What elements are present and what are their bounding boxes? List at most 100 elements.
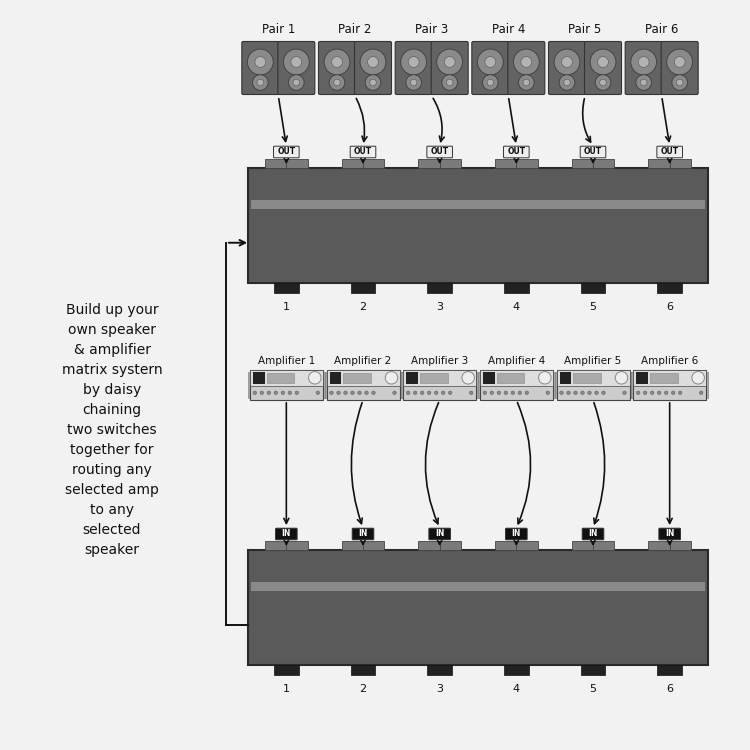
Bar	[474, 372, 478, 398]
FancyBboxPatch shape	[242, 41, 279, 94]
Circle shape	[344, 391, 347, 394]
FancyBboxPatch shape	[431, 41, 468, 94]
Text: 6: 6	[666, 684, 674, 694]
Circle shape	[427, 391, 431, 394]
Circle shape	[567, 391, 570, 394]
Text: IN: IN	[435, 530, 444, 538]
Bar	[572, 541, 593, 550]
Circle shape	[636, 391, 640, 394]
Circle shape	[248, 49, 273, 75]
Text: Amplifier 4: Amplifier 4	[488, 356, 545, 366]
FancyBboxPatch shape	[404, 370, 476, 400]
Circle shape	[538, 371, 551, 384]
Circle shape	[562, 56, 572, 68]
FancyBboxPatch shape	[350, 146, 376, 158]
Text: IN: IN	[282, 530, 291, 538]
FancyBboxPatch shape	[633, 370, 706, 400]
Circle shape	[497, 391, 501, 394]
Bar	[363, 541, 385, 550]
Circle shape	[444, 56, 455, 68]
Text: 5: 5	[590, 684, 596, 694]
Circle shape	[650, 391, 654, 394]
Circle shape	[351, 391, 354, 394]
Circle shape	[580, 391, 584, 394]
Circle shape	[434, 391, 438, 394]
Circle shape	[365, 75, 381, 90]
Text: Amplifier 1: Amplifier 1	[258, 356, 315, 366]
Circle shape	[274, 391, 278, 394]
Circle shape	[368, 56, 379, 68]
Text: Amplifier 5: Amplifier 5	[564, 356, 622, 366]
Text: OUT: OUT	[584, 148, 602, 157]
Circle shape	[255, 56, 266, 68]
Bar	[419, 541, 440, 550]
FancyBboxPatch shape	[584, 41, 622, 94]
FancyBboxPatch shape	[548, 41, 586, 94]
Circle shape	[692, 371, 704, 384]
Circle shape	[358, 391, 362, 394]
FancyBboxPatch shape	[472, 41, 509, 94]
Circle shape	[420, 391, 424, 394]
Bar	[419, 159, 440, 168]
FancyBboxPatch shape	[658, 528, 680, 540]
Circle shape	[602, 391, 605, 394]
FancyBboxPatch shape	[657, 146, 682, 158]
Text: Pair 5: Pair 5	[568, 23, 602, 36]
Bar	[593, 159, 614, 168]
Circle shape	[257, 80, 263, 86]
Circle shape	[699, 391, 703, 394]
Bar	[329, 372, 341, 383]
Circle shape	[504, 391, 508, 394]
Circle shape	[281, 391, 285, 394]
Circle shape	[441, 391, 445, 394]
Bar	[398, 372, 401, 398]
Circle shape	[360, 49, 386, 75]
FancyBboxPatch shape	[275, 528, 297, 540]
FancyBboxPatch shape	[429, 528, 451, 540]
Text: OUT: OUT	[354, 148, 372, 157]
Circle shape	[590, 49, 616, 75]
Text: 5: 5	[590, 302, 596, 312]
FancyBboxPatch shape	[508, 41, 544, 94]
Bar	[351, 665, 375, 675]
Text: IN: IN	[512, 530, 521, 538]
Bar	[351, 283, 375, 293]
Circle shape	[664, 391, 668, 394]
Circle shape	[386, 371, 398, 384]
Bar	[516, 541, 538, 550]
Bar	[274, 283, 298, 293]
FancyBboxPatch shape	[556, 370, 629, 400]
Text: Pair 2: Pair 2	[338, 23, 372, 36]
Bar	[440, 159, 461, 168]
Circle shape	[600, 80, 606, 86]
Circle shape	[413, 391, 417, 394]
Text: IN: IN	[665, 530, 674, 538]
Circle shape	[525, 391, 529, 394]
Circle shape	[442, 75, 458, 90]
Bar	[483, 372, 494, 383]
Circle shape	[364, 391, 368, 394]
Circle shape	[546, 391, 550, 394]
FancyBboxPatch shape	[352, 528, 374, 540]
Circle shape	[672, 75, 688, 90]
Circle shape	[332, 56, 343, 68]
Circle shape	[334, 80, 340, 86]
Bar	[265, 159, 286, 168]
Circle shape	[284, 49, 309, 75]
Text: 6: 6	[666, 302, 674, 312]
Bar	[265, 541, 286, 550]
FancyBboxPatch shape	[662, 41, 698, 94]
Bar	[251, 582, 705, 591]
Bar	[250, 370, 322, 386]
Circle shape	[514, 49, 539, 75]
FancyBboxPatch shape	[395, 41, 432, 94]
Circle shape	[483, 391, 487, 394]
Bar	[550, 372, 555, 398]
Circle shape	[487, 80, 494, 86]
Text: 3: 3	[436, 684, 443, 694]
Circle shape	[574, 391, 578, 394]
Circle shape	[462, 371, 475, 384]
Bar	[251, 200, 705, 208]
Text: IN: IN	[588, 530, 598, 538]
Text: 1: 1	[283, 684, 290, 694]
